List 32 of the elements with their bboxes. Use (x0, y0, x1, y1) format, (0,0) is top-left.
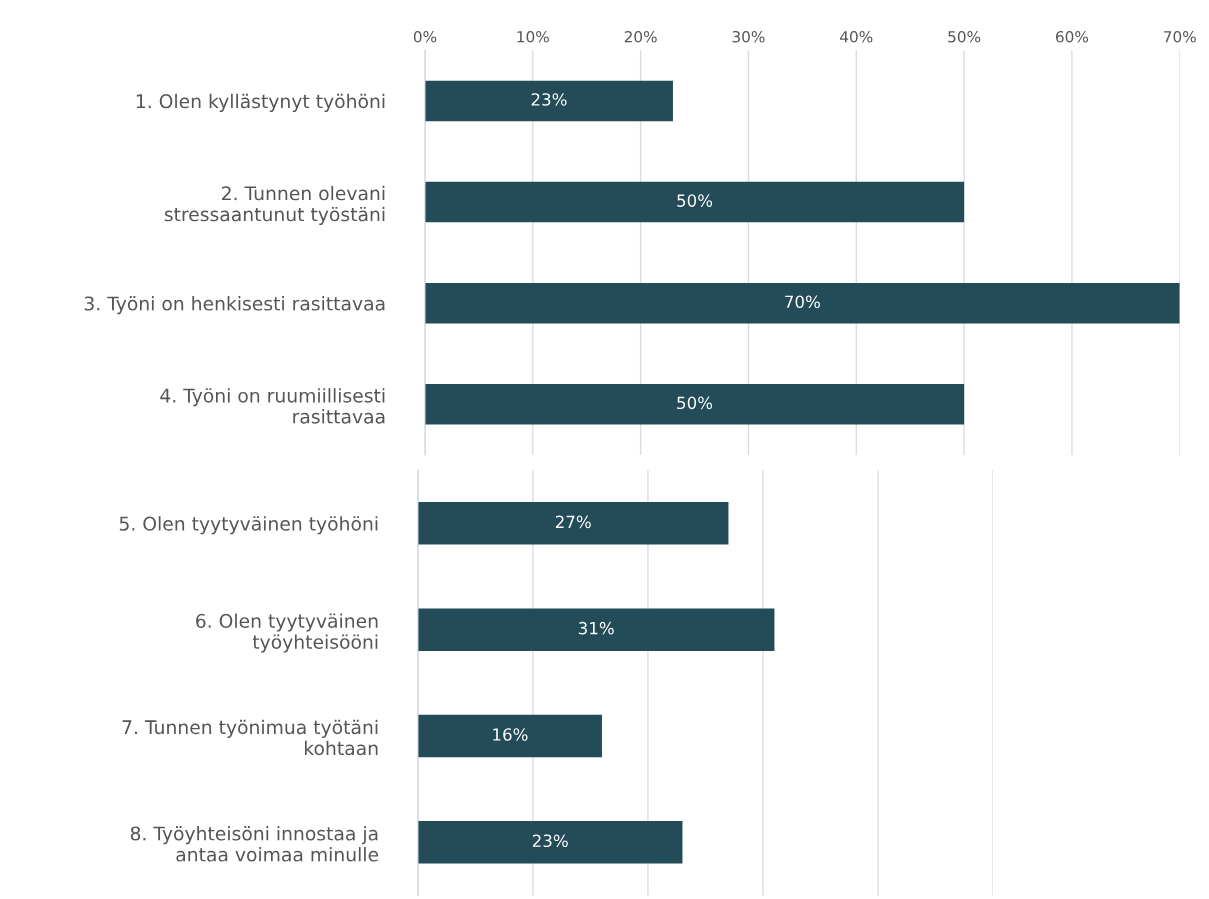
data-label: 50% (677, 194, 713, 207)
data-label: 31% (578, 621, 614, 635)
bar (424, 181, 965, 223)
x-tick-label: 70% (1164, 30, 1196, 43)
data-label: 70% (785, 295, 820, 309)
data-label: 23% (531, 93, 567, 106)
x-tick-label: 20% (624, 30, 657, 43)
x-tick-label: 10% (517, 30, 549, 43)
x-tick-label: 60% (1056, 30, 1089, 43)
bar (417, 820, 683, 864)
data-label: 50% (677, 396, 713, 410)
bar (417, 502, 729, 545)
y-tick-label: 8. Työyhteisöni innostaa ja antaa voimaa minulle (130, 826, 379, 862)
bar (424, 80, 673, 122)
x-tick-label: 30% (732, 30, 765, 43)
x-tick-label: 40% (840, 30, 873, 43)
y-tick-label: 6. Olen tyytyväinen työyhteisööni (196, 613, 378, 653)
bar (417, 608, 775, 651)
bar (417, 714, 602, 758)
x-tick-label: 0% (413, 30, 437, 43)
data-label: 23% (532, 834, 568, 848)
data-label: 16% (493, 728, 528, 741)
y-tick-label: 1. Olen kyllästynyt työhöni (136, 93, 385, 112)
y-tick-label: 2. Tunnen olevani stressaantunut työstäni (164, 185, 385, 225)
bar (424, 384, 965, 425)
x-tick-label: 50% (948, 30, 981, 43)
y-tick-label: 7. Tunnen työnimua työtäni kohtaan (122, 719, 378, 756)
bar (424, 282, 1180, 324)
y-tick-label: 5. Olen tyytyväinen työhöni (119, 516, 378, 535)
data-label: 27% (555, 515, 591, 529)
y-tick-label: 3. Työni on henkisesti rasittavaa (84, 296, 385, 315)
y-tick-label: 4. Työni on ruumiillisesti rasittavaa (160, 388, 385, 424)
